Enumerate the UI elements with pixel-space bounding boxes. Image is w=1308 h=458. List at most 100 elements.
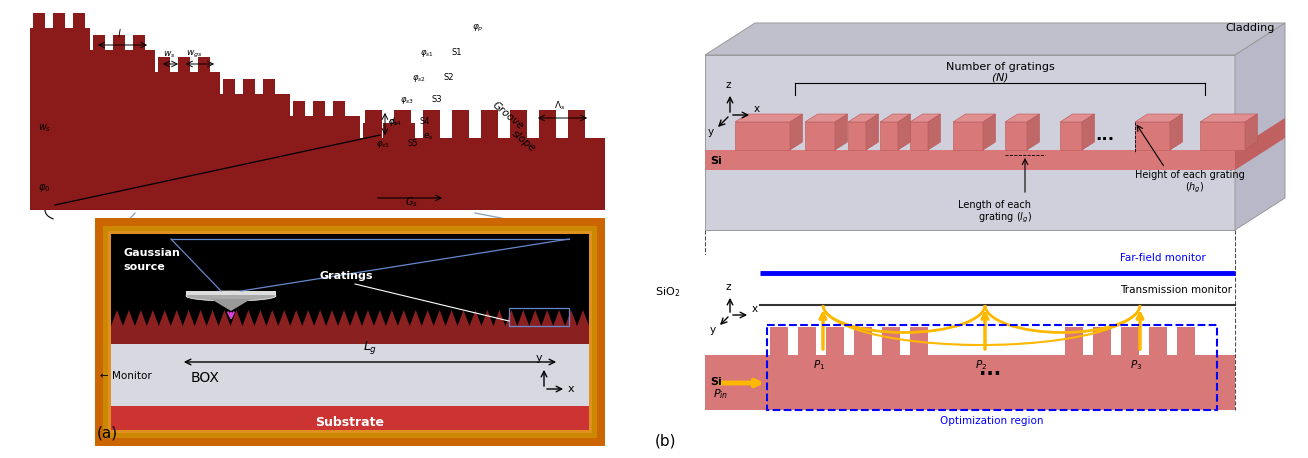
Polygon shape	[326, 310, 337, 326]
Polygon shape	[505, 310, 517, 326]
Bar	[854, 327, 872, 355]
Bar	[5, 5, 620, 458]
Polygon shape	[1082, 114, 1095, 150]
Text: x: x	[753, 104, 760, 114]
Bar	[334, 101, 345, 116]
Bar	[798, 327, 816, 355]
Polygon shape	[954, 114, 995, 122]
Polygon shape	[290, 310, 302, 326]
Bar	[1199, 122, 1245, 150]
Text: ($h_g$): ($h_g$)	[1185, 180, 1205, 195]
Polygon shape	[242, 310, 254, 326]
Polygon shape	[374, 310, 386, 326]
Bar	[1005, 122, 1027, 150]
Text: x: x	[752, 304, 759, 314]
Bar	[1065, 327, 1083, 355]
Text: $d_s$: $d_s$	[388, 115, 399, 127]
Bar	[111, 326, 589, 344]
Bar	[30, 28, 90, 210]
Polygon shape	[866, 114, 879, 150]
Text: $\varphi_{s2}$: $\varphi_{s2}$	[412, 73, 425, 84]
Polygon shape	[230, 310, 242, 326]
Ellipse shape	[186, 291, 276, 301]
Bar	[220, 94, 290, 210]
Polygon shape	[835, 114, 848, 150]
Text: $\varphi_0$: $\varphi_0$	[38, 182, 50, 194]
Text: $P_{in}$: $P_{in}$	[713, 387, 729, 401]
Bar	[263, 79, 275, 94]
Bar	[1148, 327, 1167, 355]
Bar	[178, 57, 190, 72]
Bar	[910, 122, 927, 150]
Bar	[1177, 327, 1196, 355]
Text: Si: Si	[710, 156, 722, 166]
Bar	[705, 55, 1235, 230]
Polygon shape	[804, 114, 848, 122]
Polygon shape	[207, 310, 218, 326]
Polygon shape	[158, 310, 171, 326]
Text: Optimization region: Optimization region	[940, 416, 1044, 426]
Text: $\varphi_{s5}$: $\varphi_{s5}$	[375, 139, 390, 150]
Bar	[481, 110, 498, 138]
Polygon shape	[279, 310, 290, 326]
Bar	[880, 122, 899, 150]
Polygon shape	[111, 310, 123, 326]
Polygon shape	[927, 114, 940, 150]
Text: y: y	[710, 325, 715, 335]
Text: $\varphi_{s4}$: $\varphi_{s4}$	[388, 117, 402, 128]
Polygon shape	[984, 114, 995, 150]
Polygon shape	[218, 310, 230, 326]
Text: slope: slope	[510, 129, 538, 154]
Polygon shape	[386, 310, 398, 326]
Text: Si: Si	[710, 377, 722, 387]
Text: $G_s$: $G_s$	[405, 195, 419, 209]
Bar	[360, 138, 439, 210]
Bar	[568, 110, 585, 138]
Text: BOX: BOX	[191, 371, 220, 385]
Polygon shape	[211, 299, 251, 311]
Bar	[394, 110, 411, 138]
Bar	[645, 255, 1235, 440]
Bar	[198, 57, 211, 72]
Text: Far-field monitor: Far-field monitor	[1120, 253, 1206, 263]
Polygon shape	[1027, 114, 1040, 150]
Polygon shape	[1245, 114, 1257, 150]
Bar	[364, 123, 375, 138]
Bar	[90, 50, 156, 210]
Text: Transmission monitor: Transmission monitor	[1120, 285, 1232, 295]
Bar	[111, 344, 589, 406]
Bar	[54, 13, 65, 28]
Bar	[95, 218, 606, 446]
Bar	[293, 101, 305, 116]
Polygon shape	[409, 310, 421, 326]
Polygon shape	[1059, 114, 1095, 122]
Text: $L_g$: $L_g$	[362, 339, 377, 356]
Polygon shape	[470, 310, 481, 326]
Text: $P_1$: $P_1$	[814, 358, 825, 372]
Polygon shape	[1235, 23, 1284, 230]
Polygon shape	[183, 310, 195, 326]
Bar	[403, 123, 415, 138]
Polygon shape	[530, 310, 542, 326]
Bar	[112, 35, 126, 50]
Polygon shape	[705, 23, 1284, 55]
Text: Substrate: Substrate	[315, 415, 385, 429]
Polygon shape	[542, 310, 553, 326]
Polygon shape	[1199, 114, 1257, 122]
Polygon shape	[1169, 114, 1182, 150]
Text: (b): (b)	[655, 433, 676, 448]
Text: Groove: Groove	[490, 100, 525, 132]
Polygon shape	[1135, 114, 1182, 122]
Text: (a): (a)	[97, 426, 118, 441]
Text: SiO$_2$: SiO$_2$	[655, 285, 680, 299]
Text: $w_{gs}$: $w_{gs}$	[186, 49, 203, 60]
Bar	[222, 79, 235, 94]
Polygon shape	[434, 310, 446, 326]
Bar	[1093, 327, 1110, 355]
Text: $P_2$: $P_2$	[974, 358, 988, 372]
Polygon shape	[146, 310, 158, 326]
Bar	[735, 122, 790, 150]
Polygon shape	[910, 114, 940, 122]
Text: Number of gratings: Number of gratings	[946, 62, 1054, 72]
Bar	[243, 79, 255, 94]
